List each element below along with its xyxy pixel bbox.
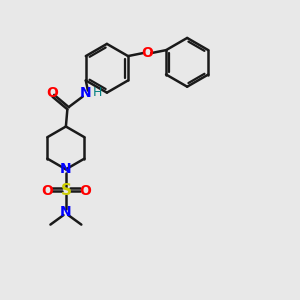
Text: O: O — [46, 86, 58, 100]
Text: H: H — [92, 86, 102, 99]
Text: S: S — [60, 183, 71, 198]
Text: O: O — [141, 46, 153, 60]
Text: O: O — [41, 184, 53, 198]
Text: N: N — [60, 162, 72, 176]
Text: N: N — [80, 86, 92, 100]
Text: O: O — [79, 184, 91, 198]
Text: N: N — [60, 205, 72, 219]
